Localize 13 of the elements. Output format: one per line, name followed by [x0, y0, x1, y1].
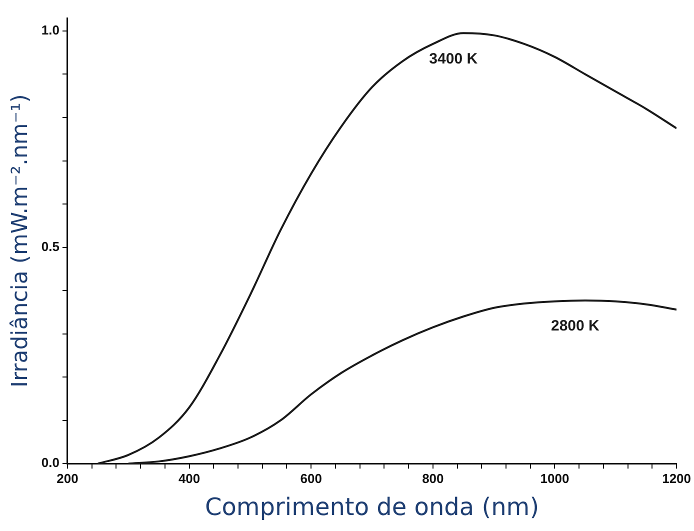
- series-label: 2800 K: [550, 318, 600, 335]
- x-tick-label: 800: [422, 470, 444, 486]
- x-tick-label: 600: [300, 470, 322, 486]
- y-tick-label: 0.5: [41, 238, 60, 254]
- x-tick-label: 1000: [540, 470, 570, 486]
- x-tick-label: 400: [178, 470, 200, 486]
- series-label: 3400 K: [429, 50, 478, 68]
- y-axis-title: Irradiância (mW.m⁻².nm⁻¹): [8, 94, 33, 388]
- y-tick-label: 0.0: [41, 455, 60, 470]
- y-tick-label: 1.0: [41, 22, 60, 38]
- x-axis-title: Comprimento de onda (nm): [204, 492, 540, 521]
- x-tick-label: 200: [56, 470, 78, 486]
- x-tick-label: 1200: [662, 470, 691, 486]
